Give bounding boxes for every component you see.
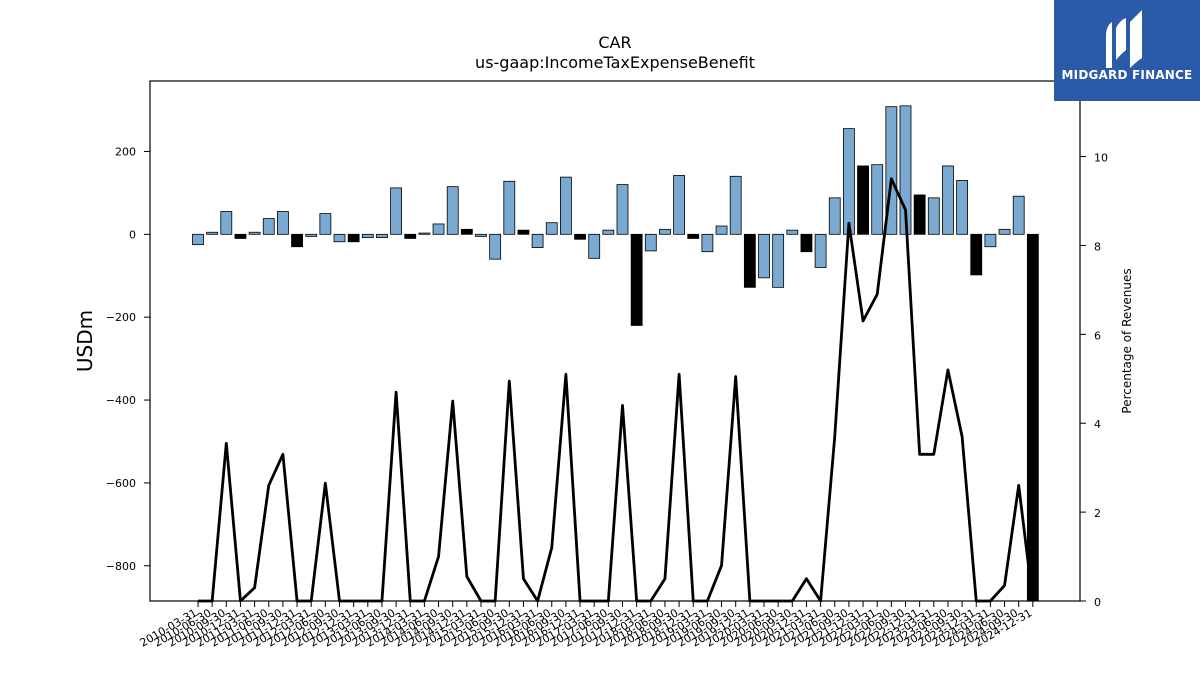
- bar: [673, 175, 685, 235]
- bar: [701, 233, 714, 253]
- plot-frame: [149, 80, 1081, 602]
- bar: [857, 165, 869, 235]
- bar: [206, 231, 219, 235]
- bar: [460, 228, 473, 235]
- bar: [291, 233, 303, 248]
- bar: [899, 105, 912, 235]
- bar: [998, 228, 1011, 235]
- bar: [616, 184, 629, 235]
- bar: [758, 233, 770, 279]
- bar: [390, 187, 403, 235]
- bar: [984, 233, 997, 248]
- bar: [376, 233, 388, 239]
- brand-name: MIDGARD FINANCE: [1061, 68, 1193, 82]
- bar: [220, 211, 233, 235]
- bar: [361, 233, 374, 239]
- bar: [772, 233, 785, 288]
- bar-series: [192, 105, 1039, 602]
- bar: [192, 233, 204, 246]
- x-axis: 2010-03-312010-06-302010-09-302010-12-31…: [138, 601, 1034, 650]
- bar: [715, 225, 728, 235]
- bar: [942, 165, 954, 235]
- y-right-tick-label: 2: [1094, 507, 1101, 520]
- y-axis-right: 0 2 4 6 8 10: [1080, 152, 1108, 609]
- bar: [602, 229, 615, 235]
- bar: [828, 197, 841, 235]
- bar: [687, 233, 700, 239]
- bar: [234, 233, 247, 239]
- chart-subtitle: us-gaap:IncomeTaxExpenseBenefit: [475, 53, 755, 72]
- bar: [729, 175, 742, 235]
- bar: [432, 223, 445, 235]
- chart-title: CAR: [598, 33, 631, 52]
- bar: [871, 164, 884, 235]
- bar: [970, 233, 983, 276]
- bar: [418, 232, 431, 235]
- bar: [786, 229, 799, 235]
- bar: [531, 233, 544, 248]
- y-right-tick-label: 0: [1094, 596, 1101, 609]
- bar: [814, 233, 827, 268]
- bar: [588, 233, 601, 259]
- bar: [956, 180, 968, 235]
- bar: [248, 231, 261, 235]
- bar: [262, 218, 275, 235]
- bar: [743, 233, 756, 288]
- bar: [574, 233, 586, 240]
- bar: [319, 213, 332, 235]
- y-right-tick-label: 8: [1094, 240, 1101, 253]
- bar: [630, 233, 643, 326]
- y-tick-label: −400: [106, 394, 136, 407]
- bar: [659, 228, 671, 235]
- y-tick-label: 200: [115, 145, 136, 158]
- bar: [927, 197, 940, 235]
- bar: [1026, 233, 1039, 602]
- bar: [503, 180, 516, 235]
- bar: [1012, 195, 1025, 235]
- y-axis-label-left: USDm: [73, 310, 97, 372]
- bar: [517, 229, 530, 235]
- y-axis-left: −800 −600 −400 −200 0 200: [106, 145, 150, 573]
- y-axis-label-right: Percentage of Revenues: [1120, 268, 1134, 413]
- bar: [545, 222, 558, 235]
- bar: [446, 186, 459, 235]
- line-percentage-of-revenues: [198, 177, 1035, 603]
- bar: [347, 233, 360, 243]
- y-tick-label: 0: [129, 228, 136, 241]
- midgard-m-icon: [1106, 10, 1142, 68]
- brand-logo: MIDGARD FINANCE: [1054, 0, 1200, 101]
- y-right-tick-label: 10: [1094, 152, 1108, 165]
- y-tick-label: −200: [106, 311, 136, 324]
- y-tick-label: −600: [106, 477, 136, 490]
- bar: [276, 211, 289, 235]
- bar: [489, 233, 502, 260]
- y-right-tick-label: 4: [1094, 418, 1101, 431]
- y-tick-label: −800: [106, 560, 136, 573]
- bar: [404, 233, 417, 239]
- bar: [475, 233, 487, 237]
- y-right-tick-label: 6: [1094, 329, 1101, 342]
- bar: [333, 233, 346, 243]
- bar: [885, 106, 898, 235]
- bar: [800, 233, 813, 253]
- bar: [560, 176, 572, 235]
- bar: [305, 233, 318, 237]
- line-series: [198, 177, 1035, 603]
- bar: [644, 233, 657, 252]
- bar: [843, 128, 855, 235]
- bar: [913, 194, 926, 235]
